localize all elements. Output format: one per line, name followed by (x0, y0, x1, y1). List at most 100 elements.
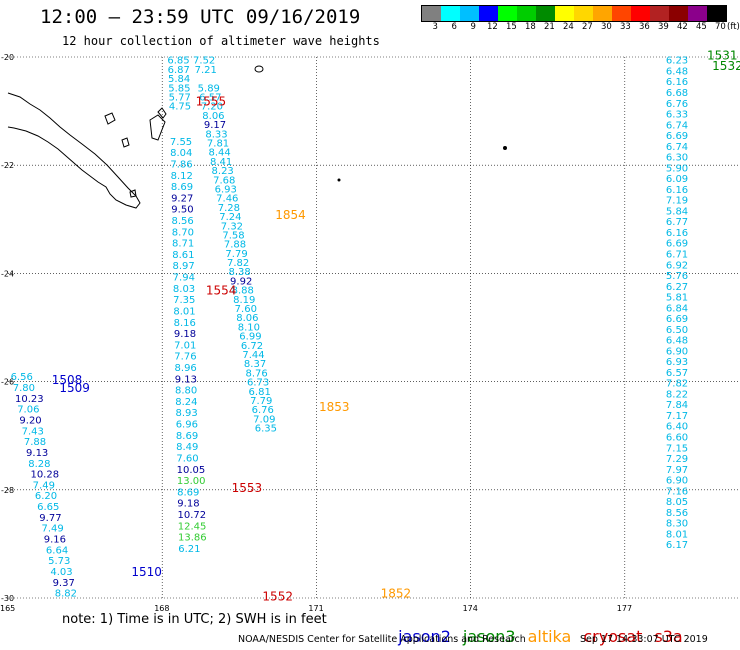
pass-time-label: 1552 (262, 589, 293, 603)
wave-height-value: 7.79 (250, 396, 272, 407)
wave-height-value: 8.38 (229, 267, 251, 278)
satellite-legend: jason2 jason3 altika cryosat s3a (388, 608, 695, 646)
wave-height-value: 5.85 (168, 83, 190, 94)
wave-height-value: 8.30 (666, 519, 688, 530)
wave-height-value: 8.03 (173, 284, 195, 295)
wave-height-value: 6.84 (666, 303, 688, 314)
coastline (7, 65, 507, 209)
wave-height-value: 7.29 (666, 454, 688, 465)
colorbar-swatch (536, 6, 555, 21)
colorbar-label: 9 (470, 22, 476, 32)
wave-height-value: 7.21 (195, 65, 217, 76)
wave-height-value: 6.48 (666, 66, 688, 77)
legend-s3a: s3a (654, 627, 683, 646)
colorbar-label: 39 (658, 22, 669, 32)
wave-height-value: 6.57 (666, 368, 688, 379)
vanuatu-fragment (157, 107, 167, 119)
wave-height-value: 7.15 (666, 443, 688, 454)
wave-height-value: 10.28 (30, 470, 59, 481)
wave-height-value: 8.44 (208, 148, 230, 159)
pass-time-label: 1555 (196, 94, 227, 108)
colorbar-label: 30 (601, 22, 612, 32)
pass-time-label: 1532 (712, 59, 740, 73)
wave-height-value: 7.09 (253, 414, 275, 425)
wave-height-value: 7.49 (33, 480, 55, 491)
lat-tick-label: -30 (1, 594, 14, 603)
pass-time-label: 1531 (707, 48, 738, 62)
wave-height-value: 8.28 (28, 459, 50, 470)
wave-height-value: 8.88 (232, 286, 254, 297)
wave-height-value: 5.81 (666, 293, 688, 304)
wave-height-value: 7.46 (216, 194, 238, 205)
wave-height-value: 7.49 (42, 524, 64, 535)
wave-height-value: 8.24 (175, 397, 197, 408)
wave-height-value: 5.90 (666, 163, 688, 174)
wave-height-value: 8.01 (666, 529, 688, 540)
colorbar-swatch (555, 6, 574, 21)
wave-height-value: 10.23 (15, 394, 44, 405)
wave-height-value: 6.76 (252, 405, 274, 416)
wave-height-value: 6.16 (666, 228, 688, 239)
colorbar-swatch (422, 6, 441, 21)
wave-height-value: 6.71 (666, 249, 688, 260)
wave-height-value: 5.76 (666, 271, 688, 282)
wave-height-value: 6.74 (666, 120, 688, 131)
colorbar-swatch (688, 6, 707, 21)
wave-height-value: 5.84 (168, 74, 190, 85)
lon-tick-label: 168 (154, 604, 169, 613)
colorbar-label: 42 (677, 22, 688, 32)
wave-height-value: 6.69 (666, 131, 688, 142)
wave-height-value: 9.18 (174, 329, 196, 340)
colorbar-label: 36 (639, 22, 650, 32)
wave-height-value: 7.16 (666, 486, 688, 497)
wave-height-value: 6.20 (35, 491, 57, 502)
wave-height-value: 8.06 (236, 313, 258, 324)
wave-height-value: 8.37 (244, 359, 266, 370)
wave-height-value: 6.56 (11, 372, 33, 383)
wave-height-value: 8.69 (171, 182, 193, 193)
wave-height-value: 8.80 (175, 386, 197, 397)
wave-height-value: 7.79 (225, 249, 247, 260)
wave-height-value: 6.57 (199, 92, 221, 103)
wave-height-value: 8.16 (174, 318, 196, 329)
colorbar-swatch (650, 6, 669, 21)
wave-height-value: 8.06 (202, 111, 224, 122)
wave-height-value: 13.00 (177, 476, 206, 487)
lat-tick-label: -26 (1, 378, 14, 387)
wave-height-value: 8.41 (210, 157, 232, 168)
colorbar-label: 24 (563, 22, 574, 32)
wave-height-value: 6.33 (666, 110, 688, 121)
colorbar-swatch (498, 6, 517, 21)
wave-height-value: 13.86 (178, 533, 207, 544)
wave-height-value: 8.56 (172, 216, 194, 227)
wave-height-value: 8.56 (666, 508, 688, 519)
pass-time-label: 1508 (52, 373, 83, 387)
wave-height-value: 8.33 (205, 129, 227, 140)
wave-height-value: 7.88 (224, 240, 246, 251)
colorbar-swatch (612, 6, 631, 21)
wave-height-value: 6.85 (167, 56, 189, 67)
altimeter-tracks: 6.856.875.845.855.774.757.558.047.868.12… (11, 56, 689, 600)
wave-height-value: 6.30 (666, 153, 688, 164)
wave-height-value: 7.80 (13, 383, 35, 394)
colorbar-label: 6 (451, 22, 457, 32)
wave-height-value: 6.76 (666, 99, 688, 110)
colorbar-swatch (517, 6, 536, 21)
colorbar-label: 27 (582, 22, 593, 32)
colorbar-label: 21 (544, 22, 555, 32)
map-grid (8, 56, 740, 599)
pass-time-label: 1553 (232, 481, 263, 495)
wave-height-value: 4.75 (169, 102, 191, 113)
wave-height-value: 9.18 (177, 499, 199, 510)
wave-height-value: 6.90 (666, 476, 688, 487)
colorbar-label: 70 (715, 22, 726, 32)
wave-height-value: 9.50 (171, 205, 193, 216)
wave-height-value: 5.73 (48, 556, 70, 567)
wave-height-value: 10.05 (177, 465, 206, 476)
wave-height-value: 6.50 (666, 325, 688, 336)
wave-height-value: 7.28 (218, 203, 240, 214)
wave-height-value: 7.68 (213, 175, 235, 186)
lat-tick-label: -20 (1, 53, 14, 62)
wave-height-value: 7.82 (227, 258, 249, 269)
legend-altika: altika (527, 627, 572, 646)
